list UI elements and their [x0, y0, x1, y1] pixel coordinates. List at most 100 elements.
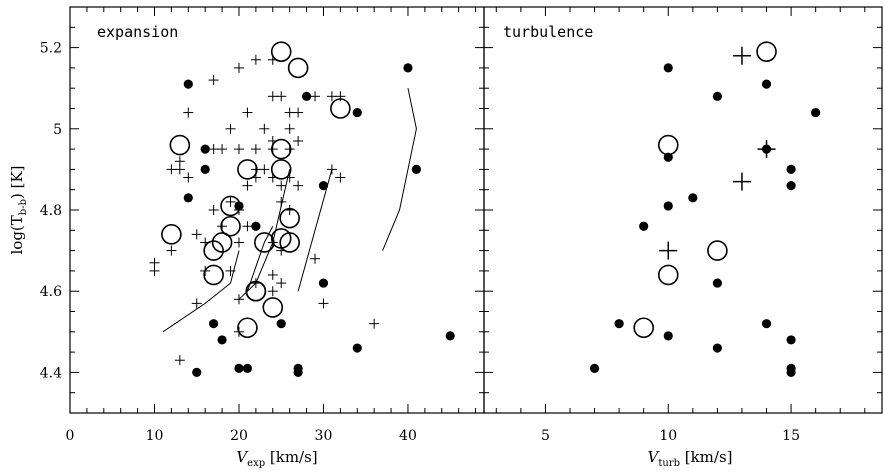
expansion-plus-point: [225, 123, 236, 134]
expansion-plus-point: [369, 318, 380, 329]
expansion-filled-point: [352, 343, 362, 353]
expansion-filled-point: [183, 193, 193, 203]
expansion-plus-point: [310, 91, 321, 102]
y-axis-subscript: b-b: [18, 199, 29, 215]
turbulence-plus-point: [732, 172, 751, 191]
expansion-model-line: [238, 169, 291, 300]
expansion-plus-point: [242, 221, 253, 232]
expansion-ticks: [69, 6, 484, 414]
turbulence-filled-point: [663, 63, 673, 73]
turbulence-x-tick-label: 5: [541, 428, 550, 444]
expansion-x-axis-unit: [km/s]: [265, 448, 318, 466]
expansion-x-axis-subscript: exp: [247, 458, 265, 469]
expansion-panel: expansion 0 10 20 30 40 4.4 4.6 4.8 5 5.2 Vexp [k…: [8, 6, 485, 469]
expansion-plus-point: [326, 91, 337, 102]
expansion-open-point: [270, 159, 292, 180]
expansion-plus-point: [174, 355, 185, 366]
expansion-plus-point: [267, 144, 278, 155]
turbulence-filled-point: [811, 107, 821, 118]
expansion-model-line: [382, 88, 417, 251]
expansion-filled-point: [445, 331, 455, 341]
turbulence-open-point: [657, 134, 679, 156]
y-tick-label: 5.2: [40, 41, 62, 57]
expansion-filled-point: [318, 278, 329, 288]
expansion-x-tick-label: 0: [66, 428, 75, 444]
turbulence-tick-labels: 5 10 15: [541, 428, 800, 444]
expansion-plus-point: [335, 172, 346, 183]
expansion-plus-point: [242, 107, 253, 118]
expansion-plus-point: [284, 144, 295, 155]
expansion-plus-point: [200, 265, 211, 276]
expansion-model-line: [297, 169, 333, 292]
expansion-plus-point: [233, 144, 244, 155]
turbulence-filled-point: [639, 221, 649, 231]
expansion-x-tick-label: 10: [146, 428, 164, 444]
expansion-filled-point: [183, 79, 193, 89]
expansion-filled-point: [318, 181, 329, 191]
y-tick-label: 4.6: [40, 284, 62, 300]
turbulence-points: [589, 41, 821, 377]
expansion-plus-point: [310, 253, 321, 264]
y-axis-label: log(Tb-b) [K]: [8, 165, 29, 254]
expansion-plus-point: [233, 294, 244, 305]
expansion-open-point: [203, 264, 224, 286]
expansion-plus-point: [267, 172, 278, 183]
expansion-filled-point: [301, 91, 312, 101]
expansion-filled-point: [200, 164, 210, 174]
expansion-plus-point: [276, 196, 287, 207]
expansion-open-point: [287, 57, 309, 79]
turbulence-open-point: [756, 41, 777, 62]
expansion-plus-point: [242, 180, 253, 191]
turbulence-filled-point: [712, 91, 722, 101]
turbulence-plus-point: [757, 140, 776, 159]
expansion-plus-point: [284, 123, 295, 134]
expansion-plus-point: [233, 205, 244, 215]
expansion-plus-point: [191, 229, 202, 240]
expansion-filled-point: [192, 367, 202, 377]
expansion-plus-point: [293, 135, 304, 146]
expansion-plus-point: [233, 237, 244, 248]
expansion-plus-point: [276, 91, 287, 102]
expansion-filled-point: [352, 107, 362, 118]
expansion-plus-point: [191, 298, 202, 309]
expansion-x-tick-label: 20: [230, 428, 248, 444]
turbulence-x-axis-unit: [km/s]: [680, 448, 733, 466]
expansion-plus-point: [174, 164, 185, 175]
expansion-plus-point: [166, 164, 177, 175]
expansion-plus-point: [276, 278, 287, 289]
expansion-plus-point: [267, 91, 278, 102]
expansion-plus-point: [250, 54, 261, 65]
turbulence-x-axis-symbol: V: [647, 448, 660, 466]
expansion-plus-point: [326, 164, 337, 175]
expansion-filled-point: [293, 367, 303, 377]
expansion-plus-point: [225, 196, 236, 207]
expansion-open-point: [262, 297, 284, 318]
turbulence-filled-point: [712, 278, 722, 288]
expansion-plus-point: [267, 54, 278, 65]
turbulence-filled-point: [761, 79, 772, 89]
turbulence-x-tick-label: 10: [659, 428, 677, 444]
expansion-model-line: [162, 250, 240, 333]
expansion-plus-point: [293, 180, 304, 191]
expansion-plus-point: [259, 164, 270, 175]
expansion-plus-point: [225, 265, 236, 276]
expansion-open-point: [270, 41, 292, 62]
expansion-plus-point: [200, 237, 211, 248]
turbulence-filled-point: [614, 319, 624, 329]
expansion-points: [149, 41, 455, 377]
turbulence-panel: turbulence 5 10 15 Vturb [km/s]: [483, 6, 883, 469]
expansion-x-tick-label: 40: [399, 428, 417, 444]
turbulence-plot-frame: [483, 6, 883, 414]
expansion-filled-point: [217, 335, 227, 345]
expansion-open-point: [330, 98, 351, 119]
turbulence-x-axis-subscript: turb: [658, 458, 680, 469]
expansion-plus-point: [250, 144, 261, 155]
turbulence-ticks: [484, 6, 882, 414]
expansion-plus-point: [208, 144, 219, 155]
expansion-open-point: [279, 232, 300, 253]
expansion-plus-point: [267, 269, 278, 280]
expansion-plus-point: [208, 75, 219, 86]
expansion-open-point: [220, 195, 241, 217]
y-axis-unit: ) [K]: [8, 165, 26, 199]
expansion-filled-point: [200, 144, 210, 154]
